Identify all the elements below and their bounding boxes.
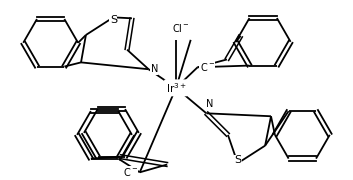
Text: S: S [234, 155, 241, 165]
Text: C$^-$: C$^-$ [199, 61, 215, 73]
Text: N: N [150, 64, 158, 74]
Text: Ir$^{3+}$: Ir$^{3+}$ [166, 81, 186, 95]
Text: S: S [110, 15, 117, 25]
Text: N: N [207, 99, 214, 109]
Text: Cl$^-$: Cl$^-$ [172, 22, 190, 34]
Text: C$^-$: C$^-$ [122, 166, 138, 178]
